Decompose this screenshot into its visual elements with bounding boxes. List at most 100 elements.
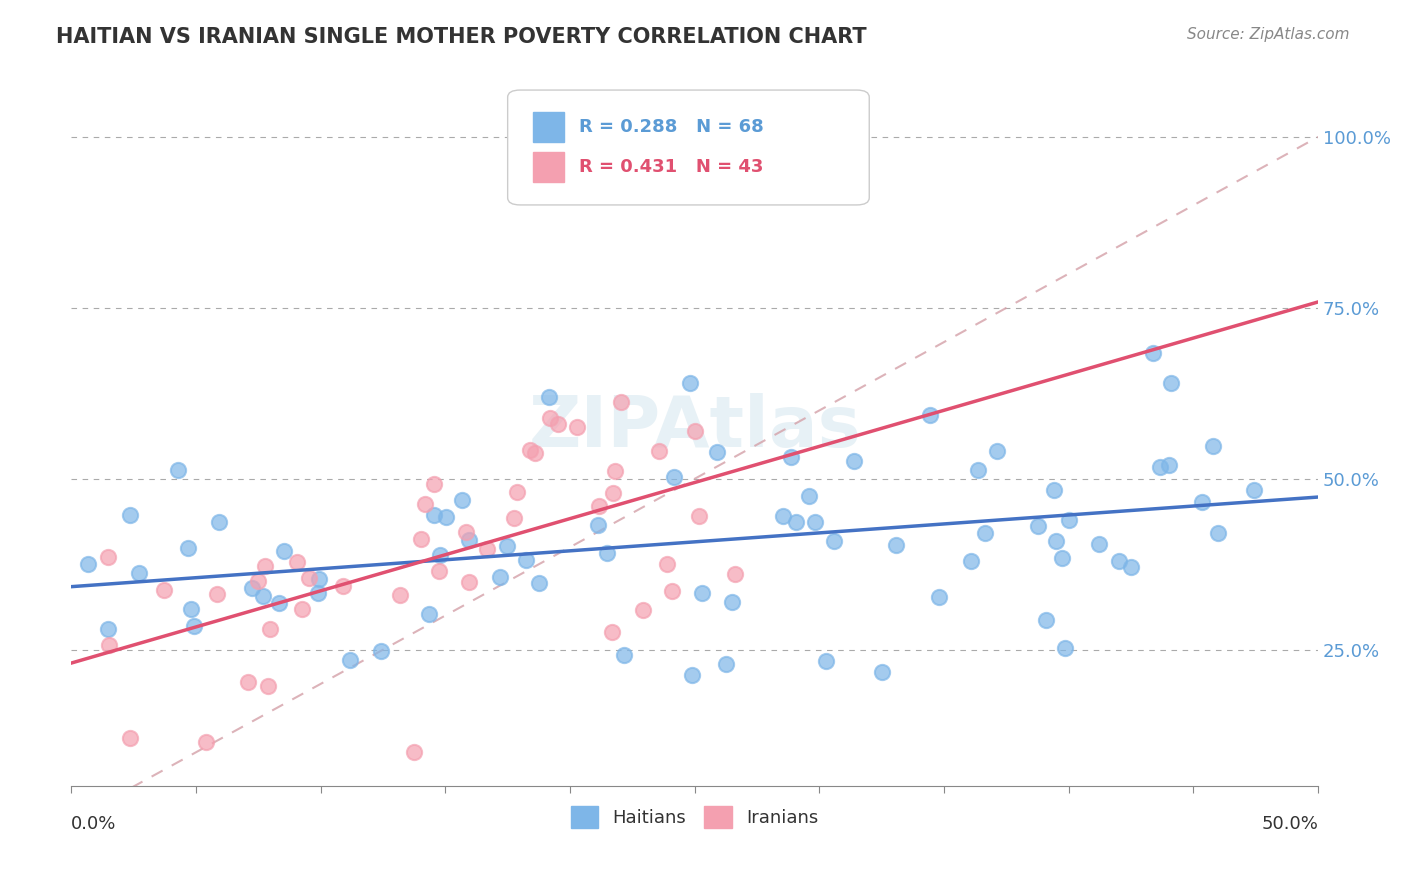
Haitians xyxy=(681,668,703,682)
Haitians xyxy=(1160,376,1182,390)
Bar xyxy=(533,112,564,142)
Haitians xyxy=(596,546,619,560)
Haitians xyxy=(339,653,361,667)
Text: 0.0%: 0.0% xyxy=(72,815,117,833)
Haitians xyxy=(434,510,457,524)
Iranians xyxy=(655,557,678,571)
Haitians xyxy=(273,543,295,558)
Iranians xyxy=(502,511,524,525)
Haitians xyxy=(928,590,950,604)
Iranians xyxy=(600,625,623,640)
Haitians xyxy=(799,489,821,503)
Haitians xyxy=(823,533,845,548)
Haitians xyxy=(128,566,150,581)
Iranians xyxy=(602,486,624,500)
Iranians xyxy=(285,555,308,569)
Haitians xyxy=(167,463,190,477)
Haitians xyxy=(77,557,100,571)
Iranians xyxy=(547,417,569,431)
Haitians xyxy=(450,492,472,507)
Iranians xyxy=(402,745,425,759)
Iranians xyxy=(257,679,280,693)
Haitians xyxy=(1243,483,1265,497)
Iranians xyxy=(454,525,477,540)
Haitians xyxy=(423,508,446,523)
Haitians xyxy=(966,463,988,477)
Legend: Haitians, Iranians: Haitians, Iranians xyxy=(564,798,825,835)
Haitians xyxy=(252,589,274,603)
Haitians xyxy=(1142,346,1164,360)
Haitians xyxy=(959,554,981,568)
Iranians xyxy=(458,575,481,590)
Iranians xyxy=(247,574,270,588)
Haitians xyxy=(208,515,231,529)
Haitians xyxy=(183,619,205,633)
Haitians xyxy=(1191,495,1213,509)
Haitians xyxy=(97,622,120,636)
Haitians xyxy=(780,450,803,464)
Haitians xyxy=(177,541,200,555)
Haitians xyxy=(120,508,142,522)
Haitians xyxy=(785,515,807,529)
Iranians xyxy=(118,731,141,745)
Iranians xyxy=(605,464,627,478)
Haitians xyxy=(986,443,1008,458)
Haitians xyxy=(1087,537,1109,551)
Iranians xyxy=(688,508,710,523)
Haitians xyxy=(870,665,893,679)
Haitians xyxy=(180,602,202,616)
Text: ZIPAtlas: ZIPAtlas xyxy=(529,393,860,462)
Iranians xyxy=(152,583,174,598)
Haitians xyxy=(613,648,636,662)
Iranians xyxy=(648,444,671,458)
Haitians xyxy=(269,596,291,610)
Iranians xyxy=(205,587,228,601)
Iranians xyxy=(661,583,683,598)
Haitians xyxy=(679,376,702,391)
Haitians xyxy=(716,657,738,671)
Haitians xyxy=(664,470,686,484)
Haitians xyxy=(489,569,512,583)
Iranians xyxy=(413,497,436,511)
Haitians xyxy=(772,508,794,523)
Haitians xyxy=(1149,460,1171,475)
Haitians xyxy=(814,654,837,668)
Haitians xyxy=(370,644,392,658)
Haitians xyxy=(515,553,537,567)
Haitians xyxy=(1052,550,1074,565)
Haitians xyxy=(1157,458,1180,472)
Haitians xyxy=(1054,640,1077,655)
Haitians xyxy=(495,539,517,553)
Haitians xyxy=(527,576,550,591)
Iranians xyxy=(538,410,561,425)
Haitians xyxy=(1119,560,1142,574)
Iranians xyxy=(332,579,354,593)
Haitians xyxy=(721,595,744,609)
Haitians xyxy=(1026,519,1049,533)
Haitians xyxy=(586,518,609,533)
Text: 50.0%: 50.0% xyxy=(1261,815,1319,833)
Iranians xyxy=(427,564,450,578)
Iranians xyxy=(259,622,281,636)
Haitians xyxy=(1208,526,1230,541)
Haitians xyxy=(429,549,451,563)
Iranians xyxy=(475,541,498,556)
Iranians xyxy=(631,603,654,617)
Haitians xyxy=(307,586,329,600)
Text: R = 0.288   N = 68: R = 0.288 N = 68 xyxy=(579,118,763,136)
Haitians xyxy=(1035,613,1057,627)
Haitians xyxy=(842,454,865,468)
Haitians xyxy=(920,408,942,422)
Iranians xyxy=(609,395,631,409)
Haitians xyxy=(973,526,995,541)
Text: R = 0.431   N = 43: R = 0.431 N = 43 xyxy=(579,158,763,176)
Text: HAITIAN VS IRANIAN SINGLE MOTHER POVERTY CORRELATION CHART: HAITIAN VS IRANIAN SINGLE MOTHER POVERTY… xyxy=(56,27,868,46)
Iranians xyxy=(291,602,314,616)
Iranians xyxy=(253,559,276,574)
Iranians xyxy=(523,446,546,460)
Haitians xyxy=(458,533,481,547)
Iranians xyxy=(97,638,120,652)
Iranians xyxy=(683,424,706,438)
Haitians xyxy=(1043,483,1066,497)
Haitians xyxy=(884,538,907,552)
